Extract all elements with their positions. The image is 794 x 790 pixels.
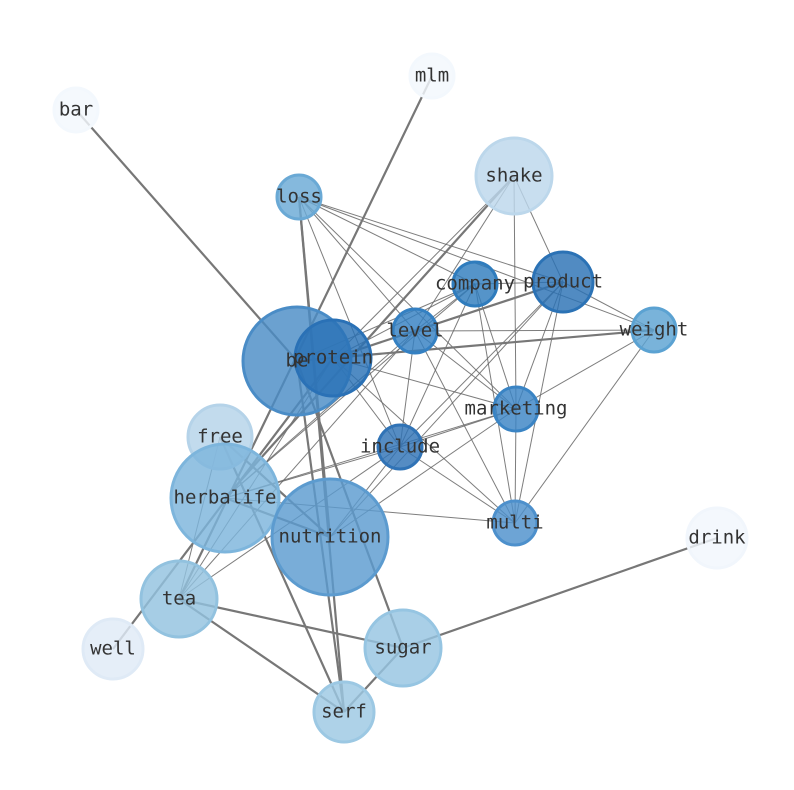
edge: [298, 196, 401, 448]
edge: [224, 175, 515, 499]
node-label: bar: [59, 99, 93, 121]
node: [293, 318, 373, 398]
edge: [399, 281, 564, 448]
node-label: serf: [321, 701, 367, 723]
edge: [514, 329, 655, 524]
node-label: protein: [293, 347, 373, 369]
nodes: [52, 52, 749, 744]
node-label: drink: [688, 527, 746, 549]
edge: [298, 196, 476, 285]
node: [531, 250, 595, 314]
edge: [402, 536, 718, 650]
node: [391, 307, 439, 355]
edge: [298, 196, 564, 283]
edge: [332, 280, 564, 360]
edge: [514, 281, 564, 524]
node-label: shake: [485, 165, 542, 187]
edge: [414, 329, 655, 332]
node-label: level: [386, 320, 443, 342]
node-label: well: [90, 638, 136, 660]
node: [270, 477, 390, 597]
node-label: tea: [162, 588, 196, 610]
node-label: mlm: [415, 65, 449, 87]
edge: [75, 109, 298, 362]
node-label: company: [435, 273, 515, 295]
node: [52, 86, 100, 134]
node-label: nutrition: [279, 526, 382, 548]
node-label: loss: [276, 186, 322, 208]
node-label: weight: [620, 319, 689, 341]
edge: [297, 196, 346, 713]
node: [630, 306, 678, 354]
node: [169, 442, 281, 554]
labels: bar mlm shake loss company product level weight…: [59, 65, 746, 723]
node: [408, 52, 456, 100]
node-label: marketing: [465, 398, 568, 420]
node: [474, 136, 554, 216]
edge: [332, 175, 515, 359]
node-label: herbalife: [174, 487, 277, 509]
node: [363, 608, 443, 688]
node-label: include: [360, 436, 440, 458]
node-label: be: [286, 350, 309, 372]
node-label: free: [197, 426, 243, 448]
node-label: product: [523, 271, 603, 293]
edge: [178, 330, 416, 600]
node-label: multi: [486, 512, 543, 534]
node: [81, 617, 145, 681]
node: [451, 260, 499, 308]
edge: [399, 283, 476, 448]
node: [275, 173, 323, 221]
node: [685, 506, 749, 570]
node: [312, 680, 376, 744]
node: [139, 559, 219, 639]
node: [491, 499, 539, 547]
edge: [332, 357, 516, 524]
node: [492, 385, 540, 433]
node: [376, 423, 424, 471]
edge: [414, 330, 516, 524]
edge: [515, 329, 655, 410]
node-label: sugar: [374, 637, 431, 659]
